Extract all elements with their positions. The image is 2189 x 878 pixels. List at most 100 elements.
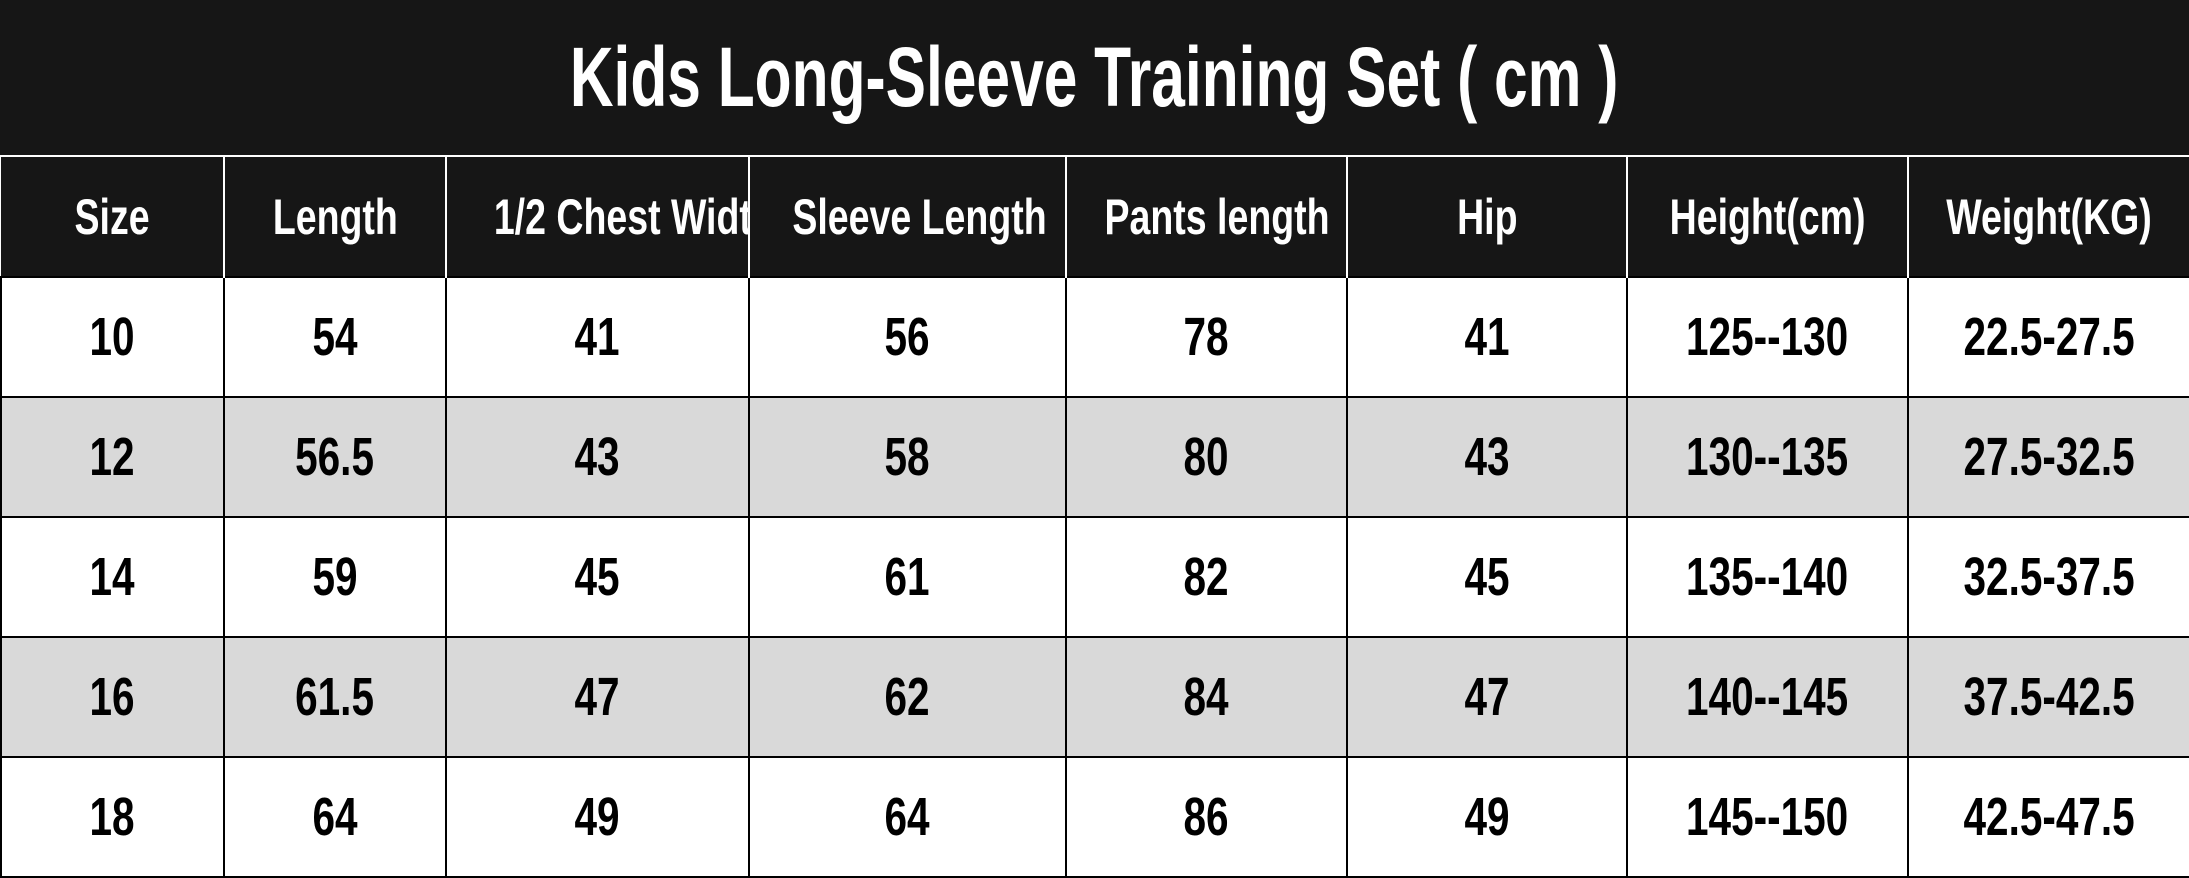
table-cell: 54 bbox=[223, 276, 447, 398]
table-cell: 10 bbox=[0, 276, 225, 398]
table-row: 12 56.5 43 58 80 43 130--135 27.5-32.5 bbox=[0, 396, 2189, 518]
table-cell: 41 bbox=[445, 276, 750, 398]
table-cell: 86 bbox=[1065, 756, 1348, 878]
table-cell: 130--135 bbox=[1626, 396, 1909, 518]
cell-value: 32.5-37.5 bbox=[1963, 547, 2135, 607]
column-header-label: Weight(KG) bbox=[1946, 188, 2153, 245]
table-cell: 14 bbox=[0, 516, 225, 638]
table-cell: 78 bbox=[1065, 276, 1348, 398]
cell-value: 49 bbox=[574, 787, 621, 847]
cell-value: 14 bbox=[89, 547, 136, 607]
cell-value: 45 bbox=[574, 547, 621, 607]
table-cell: 41 bbox=[1346, 276, 1628, 398]
table-cell: 82 bbox=[1065, 516, 1348, 638]
cell-value: 64 bbox=[884, 787, 931, 847]
table-cell: 16 bbox=[0, 636, 225, 758]
cell-value: 56 bbox=[884, 307, 931, 367]
table-cell: 145--150 bbox=[1626, 756, 1909, 878]
table-cell: 80 bbox=[1065, 396, 1348, 518]
cell-value: 59 bbox=[312, 547, 358, 607]
table-cell: 49 bbox=[1346, 756, 1628, 878]
cell-value: 78 bbox=[1183, 307, 1230, 367]
column-header: 1/2 Chest Width bbox=[445, 157, 749, 277]
column-header-label: Height(cm) bbox=[1669, 188, 1866, 245]
table-cell: 47 bbox=[445, 636, 750, 758]
table-cell: 27.5-32.5 bbox=[1907, 396, 2189, 518]
column-header-label: Hip bbox=[1456, 188, 1518, 245]
cell-value: 86 bbox=[1183, 787, 1230, 847]
cell-value: 58 bbox=[884, 427, 931, 487]
cell-value: 43 bbox=[574, 427, 621, 487]
table-row: 18 64 49 64 86 49 145--150 42.5-47.5 bbox=[0, 756, 2189, 878]
cell-value: 64 bbox=[312, 787, 358, 847]
header-row: Size Length 1/2 Chest Width Sleeve Length Pa… bbox=[1, 157, 2189, 277]
size-table: Size Length 1/2 Chest Width Sleeve Length Pa… bbox=[0, 157, 2189, 878]
table-cell: 12 bbox=[0, 396, 225, 518]
cell-value: 54 bbox=[312, 307, 358, 367]
table-cell: 84 bbox=[1065, 636, 1348, 758]
table-cell: 125--130 bbox=[1626, 276, 1909, 398]
table-cell: 59 bbox=[223, 516, 447, 638]
cell-value: 82 bbox=[1183, 547, 1230, 607]
column-header-label: Sleeve Length bbox=[792, 188, 1047, 245]
table-cell: 56.5 bbox=[223, 396, 447, 518]
cell-value: 130--135 bbox=[1686, 427, 1849, 487]
cell-value: 62 bbox=[884, 667, 931, 727]
table-cell: 47 bbox=[1346, 636, 1628, 758]
table-cell: 45 bbox=[1346, 516, 1628, 638]
table-row: 14 59 45 61 82 45 135--140 32.5-37.5 bbox=[0, 516, 2189, 638]
column-header-label: Length bbox=[272, 188, 398, 245]
table-cell: 64 bbox=[223, 756, 447, 878]
column-header: Sleeve Length bbox=[748, 157, 1066, 277]
column-header: Length bbox=[223, 157, 446, 277]
cell-value: 140--145 bbox=[1686, 667, 1849, 727]
table-cell: 22.5-27.5 bbox=[1907, 276, 2189, 398]
table-cell: 61 bbox=[748, 516, 1067, 638]
column-header: Pants length bbox=[1065, 157, 1347, 277]
table-cell: 140--145 bbox=[1626, 636, 1909, 758]
table-row: 10 54 41 56 78 41 125--130 22.5-27.5 bbox=[0, 276, 2189, 398]
cell-value: 42.5-47.5 bbox=[1963, 787, 2135, 847]
cell-value: 37.5-42.5 bbox=[1963, 667, 2135, 727]
cell-value: 22.5-27.5 bbox=[1963, 307, 2135, 367]
cell-value: 49 bbox=[1464, 787, 1510, 847]
table-cell: 56 bbox=[748, 276, 1067, 398]
table-cell: 37.5-42.5 bbox=[1907, 636, 2189, 758]
cell-value: 41 bbox=[574, 307, 621, 367]
column-header-label: Pants length bbox=[1104, 188, 1330, 245]
table-cell: 43 bbox=[1346, 396, 1628, 518]
cell-value: 56.5 bbox=[295, 427, 375, 487]
column-header: Hip bbox=[1346, 157, 1627, 277]
cell-value: 10 bbox=[89, 307, 136, 367]
cell-value: 145--150 bbox=[1686, 787, 1849, 847]
cell-value: 135--140 bbox=[1686, 547, 1849, 607]
table-cell: 49 bbox=[445, 756, 750, 878]
cell-value: 80 bbox=[1183, 427, 1230, 487]
table-cell: 64 bbox=[748, 756, 1067, 878]
column-header: Weight(KG) bbox=[1907, 157, 2189, 277]
cell-value: 43 bbox=[1464, 427, 1510, 487]
table-cell: 61.5 bbox=[223, 636, 447, 758]
column-header-label: 1/2 Chest Width bbox=[493, 188, 749, 245]
table-cell: 62 bbox=[748, 636, 1067, 758]
table-cell: 45 bbox=[445, 516, 750, 638]
table-cell: 58 bbox=[748, 396, 1067, 518]
table-row: 16 61.5 47 62 84 47 140--145 37.5-42.5 bbox=[0, 636, 2189, 758]
cell-value: 27.5-32.5 bbox=[1963, 427, 2135, 487]
cell-value: 47 bbox=[1464, 667, 1510, 727]
table-cell: 18 bbox=[0, 756, 225, 878]
cell-value: 84 bbox=[1183, 667, 1230, 727]
cell-value: 47 bbox=[574, 667, 621, 727]
cell-value: 18 bbox=[89, 787, 136, 847]
cell-value: 45 bbox=[1464, 547, 1510, 607]
cell-value: 61.5 bbox=[295, 667, 375, 727]
cell-value: 16 bbox=[89, 667, 136, 727]
cell-value: 41 bbox=[1464, 307, 1510, 367]
column-header: Height(cm) bbox=[1626, 157, 1908, 277]
title-text: Kids Long-Sleeve Training Set ( cm ) bbox=[570, 30, 1619, 124]
column-header-label: Size bbox=[74, 188, 150, 245]
cell-value: 125--130 bbox=[1686, 307, 1849, 367]
chart-title: Kids Long-Sleeve Training Set ( cm ) bbox=[0, 0, 2189, 157]
table-cell: 43 bbox=[445, 396, 750, 518]
cell-value: 61 bbox=[884, 547, 931, 607]
